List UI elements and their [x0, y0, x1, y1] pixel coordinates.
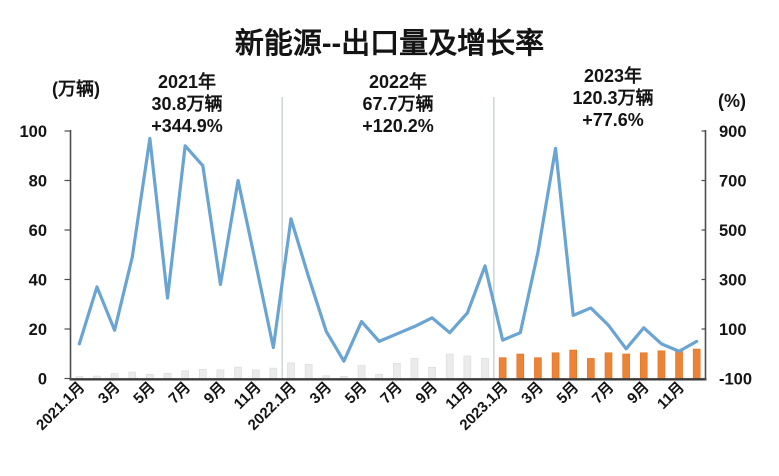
x-axis-tick-label: 9月	[412, 379, 441, 408]
annotation-2022-year: 2022年	[368, 72, 428, 92]
right-axis-tick-label: 100	[719, 321, 747, 339]
left-axis-tick-label: 40	[29, 272, 47, 290]
annotation-2022-volume: 67.7万辆	[362, 94, 434, 114]
bar-month-27	[534, 357, 542, 380]
growth-rate-polyline	[77, 136, 699, 363]
right-axis-unit-label: (%)	[718, 91, 746, 111]
x-axis-tick-label: 5月	[554, 379, 583, 408]
growth-rate-line	[77, 136, 699, 363]
bar-month-14	[304, 364, 313, 380]
x-axis-tick-label: 7月	[589, 379, 618, 408]
bar-month-35	[675, 349, 683, 380]
bar-month-29	[569, 349, 578, 380]
bar-month-25	[498, 357, 507, 380]
left-axis-tick-label: 20	[29, 321, 47, 339]
bar-month-21	[428, 367, 436, 380]
x-axis-tick-label: 3月	[95, 379, 124, 408]
right-axis-tick-label: 700	[719, 173, 747, 191]
right-axis-tick-label: 300	[719, 272, 747, 290]
bar-month-32	[622, 353, 630, 380]
bar-month-19	[393, 363, 401, 380]
chart-title: 新能源--出口量及增长率	[234, 28, 545, 60]
x-axis-tick-label: 3月	[518, 379, 547, 408]
x-axis-tick-label: 9月	[201, 379, 230, 408]
left-axis-tick-label: 0	[38, 371, 47, 389]
bar-month-10	[234, 366, 242, 380]
annotation-2023-year: 2023年	[583, 66, 643, 86]
bar-month-8	[198, 369, 207, 380]
annotation-2022-growth: +120.2%	[362, 116, 434, 136]
x-axis-tick-label: 11月	[654, 379, 688, 413]
bar-month-23	[463, 355, 472, 380]
x-axis-tick-label: 5月	[342, 379, 371, 408]
annotation-2023-growth: +77.6%	[582, 110, 644, 130]
export-volume-bars	[75, 348, 701, 380]
bar-month-26	[516, 353, 525, 380]
bar-month-36	[692, 348, 701, 380]
bar-month-9	[216, 369, 225, 380]
x-axis-tick-label: 9月	[624, 379, 653, 408]
annotation-2021-year: 2021年	[157, 72, 217, 92]
annotation-2022: 2022年 67.7万辆 +120.2%	[288, 71, 508, 137]
bar-month-12	[269, 367, 278, 380]
bar-month-24	[481, 358, 489, 380]
right-axis-tick-label: 500	[719, 222, 747, 240]
left-axis-tick-label: 100	[19, 123, 47, 141]
bar-month-34	[657, 350, 666, 380]
x-axis-tick-label: 5月	[130, 379, 159, 408]
bar-month-17	[357, 365, 366, 380]
axis-lines	[69, 130, 707, 381]
left-axis-tick-label: 60	[29, 222, 47, 240]
bar-month-33	[639, 352, 648, 380]
bar-month-13	[287, 362, 295, 380]
annotation-2023: 2023年 120.3万辆 +77.6%	[503, 65, 723, 131]
bar-month-28	[551, 352, 560, 380]
right-axis-tick-labels: -100 100 300 500 700 900	[701, 123, 752, 389]
left-axis-tick-label: 80	[29, 173, 47, 191]
left-axis-tick-labels: 0 20 40 60 80 100	[19, 123, 71, 389]
bar-month-22	[445, 353, 454, 380]
x-axis-tick-label: 3月	[307, 379, 336, 408]
year-separator-lines	[281, 97, 495, 380]
annotation-2021-growth: +344.9%	[151, 116, 223, 136]
x-axis-tick-label: 7月	[377, 379, 406, 408]
x-axis-tick-label: 7月	[165, 379, 194, 408]
bar-month-20	[410, 358, 419, 380]
right-axis-tick-label: -100	[719, 371, 752, 389]
bar-month-31	[604, 352, 613, 380]
bar-month-30	[587, 358, 595, 380]
annotation-2023-volume: 120.3万辆	[572, 88, 654, 108]
right-axis-tick-label: 900	[719, 123, 747, 141]
annotation-2021: 2021年 30.8万辆 +344.9%	[77, 71, 297, 137]
bar-month-11	[251, 369, 260, 380]
annotation-2021-volume: 30.8万辆	[151, 94, 223, 114]
left-axis-unit-label: (万辆)	[52, 79, 100, 99]
